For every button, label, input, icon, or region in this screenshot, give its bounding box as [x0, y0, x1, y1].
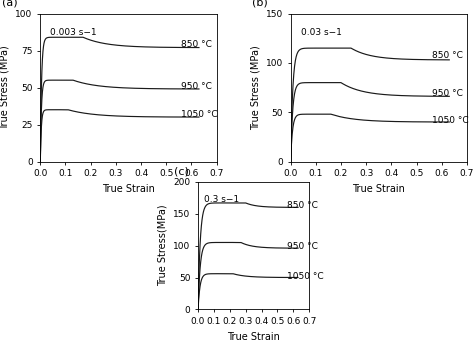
Text: 0.03 s−1: 0.03 s−1 — [301, 29, 342, 37]
Text: 1050 °C: 1050 °C — [432, 116, 468, 124]
Y-axis label: True Stress(MPa): True Stress(MPa) — [157, 205, 168, 287]
Text: 0.003 s−1: 0.003 s−1 — [50, 29, 97, 37]
Text: 950 °C: 950 °C — [287, 242, 318, 251]
Y-axis label: True Stress (MPa): True Stress (MPa) — [0, 45, 10, 130]
Y-axis label: True Stress (MPa): True Stress (MPa) — [250, 45, 260, 130]
Text: 1050 °C: 1050 °C — [182, 110, 218, 119]
X-axis label: True Strain: True Strain — [352, 184, 405, 194]
Text: 950 °C: 950 °C — [182, 82, 212, 90]
Text: 850 °C: 850 °C — [182, 40, 212, 49]
Text: (b): (b) — [252, 0, 268, 8]
Text: 850 °C: 850 °C — [432, 51, 463, 61]
Text: 950 °C: 950 °C — [432, 89, 463, 98]
Text: (a): (a) — [1, 0, 17, 8]
Text: 0.3 s−1: 0.3 s−1 — [204, 194, 239, 204]
Text: 850 °C: 850 °C — [287, 201, 318, 210]
Text: (c): (c) — [173, 167, 189, 177]
X-axis label: True Strain: True Strain — [227, 332, 280, 340]
X-axis label: True Strain: True Strain — [102, 184, 155, 194]
Text: 1050 °C: 1050 °C — [287, 272, 324, 281]
